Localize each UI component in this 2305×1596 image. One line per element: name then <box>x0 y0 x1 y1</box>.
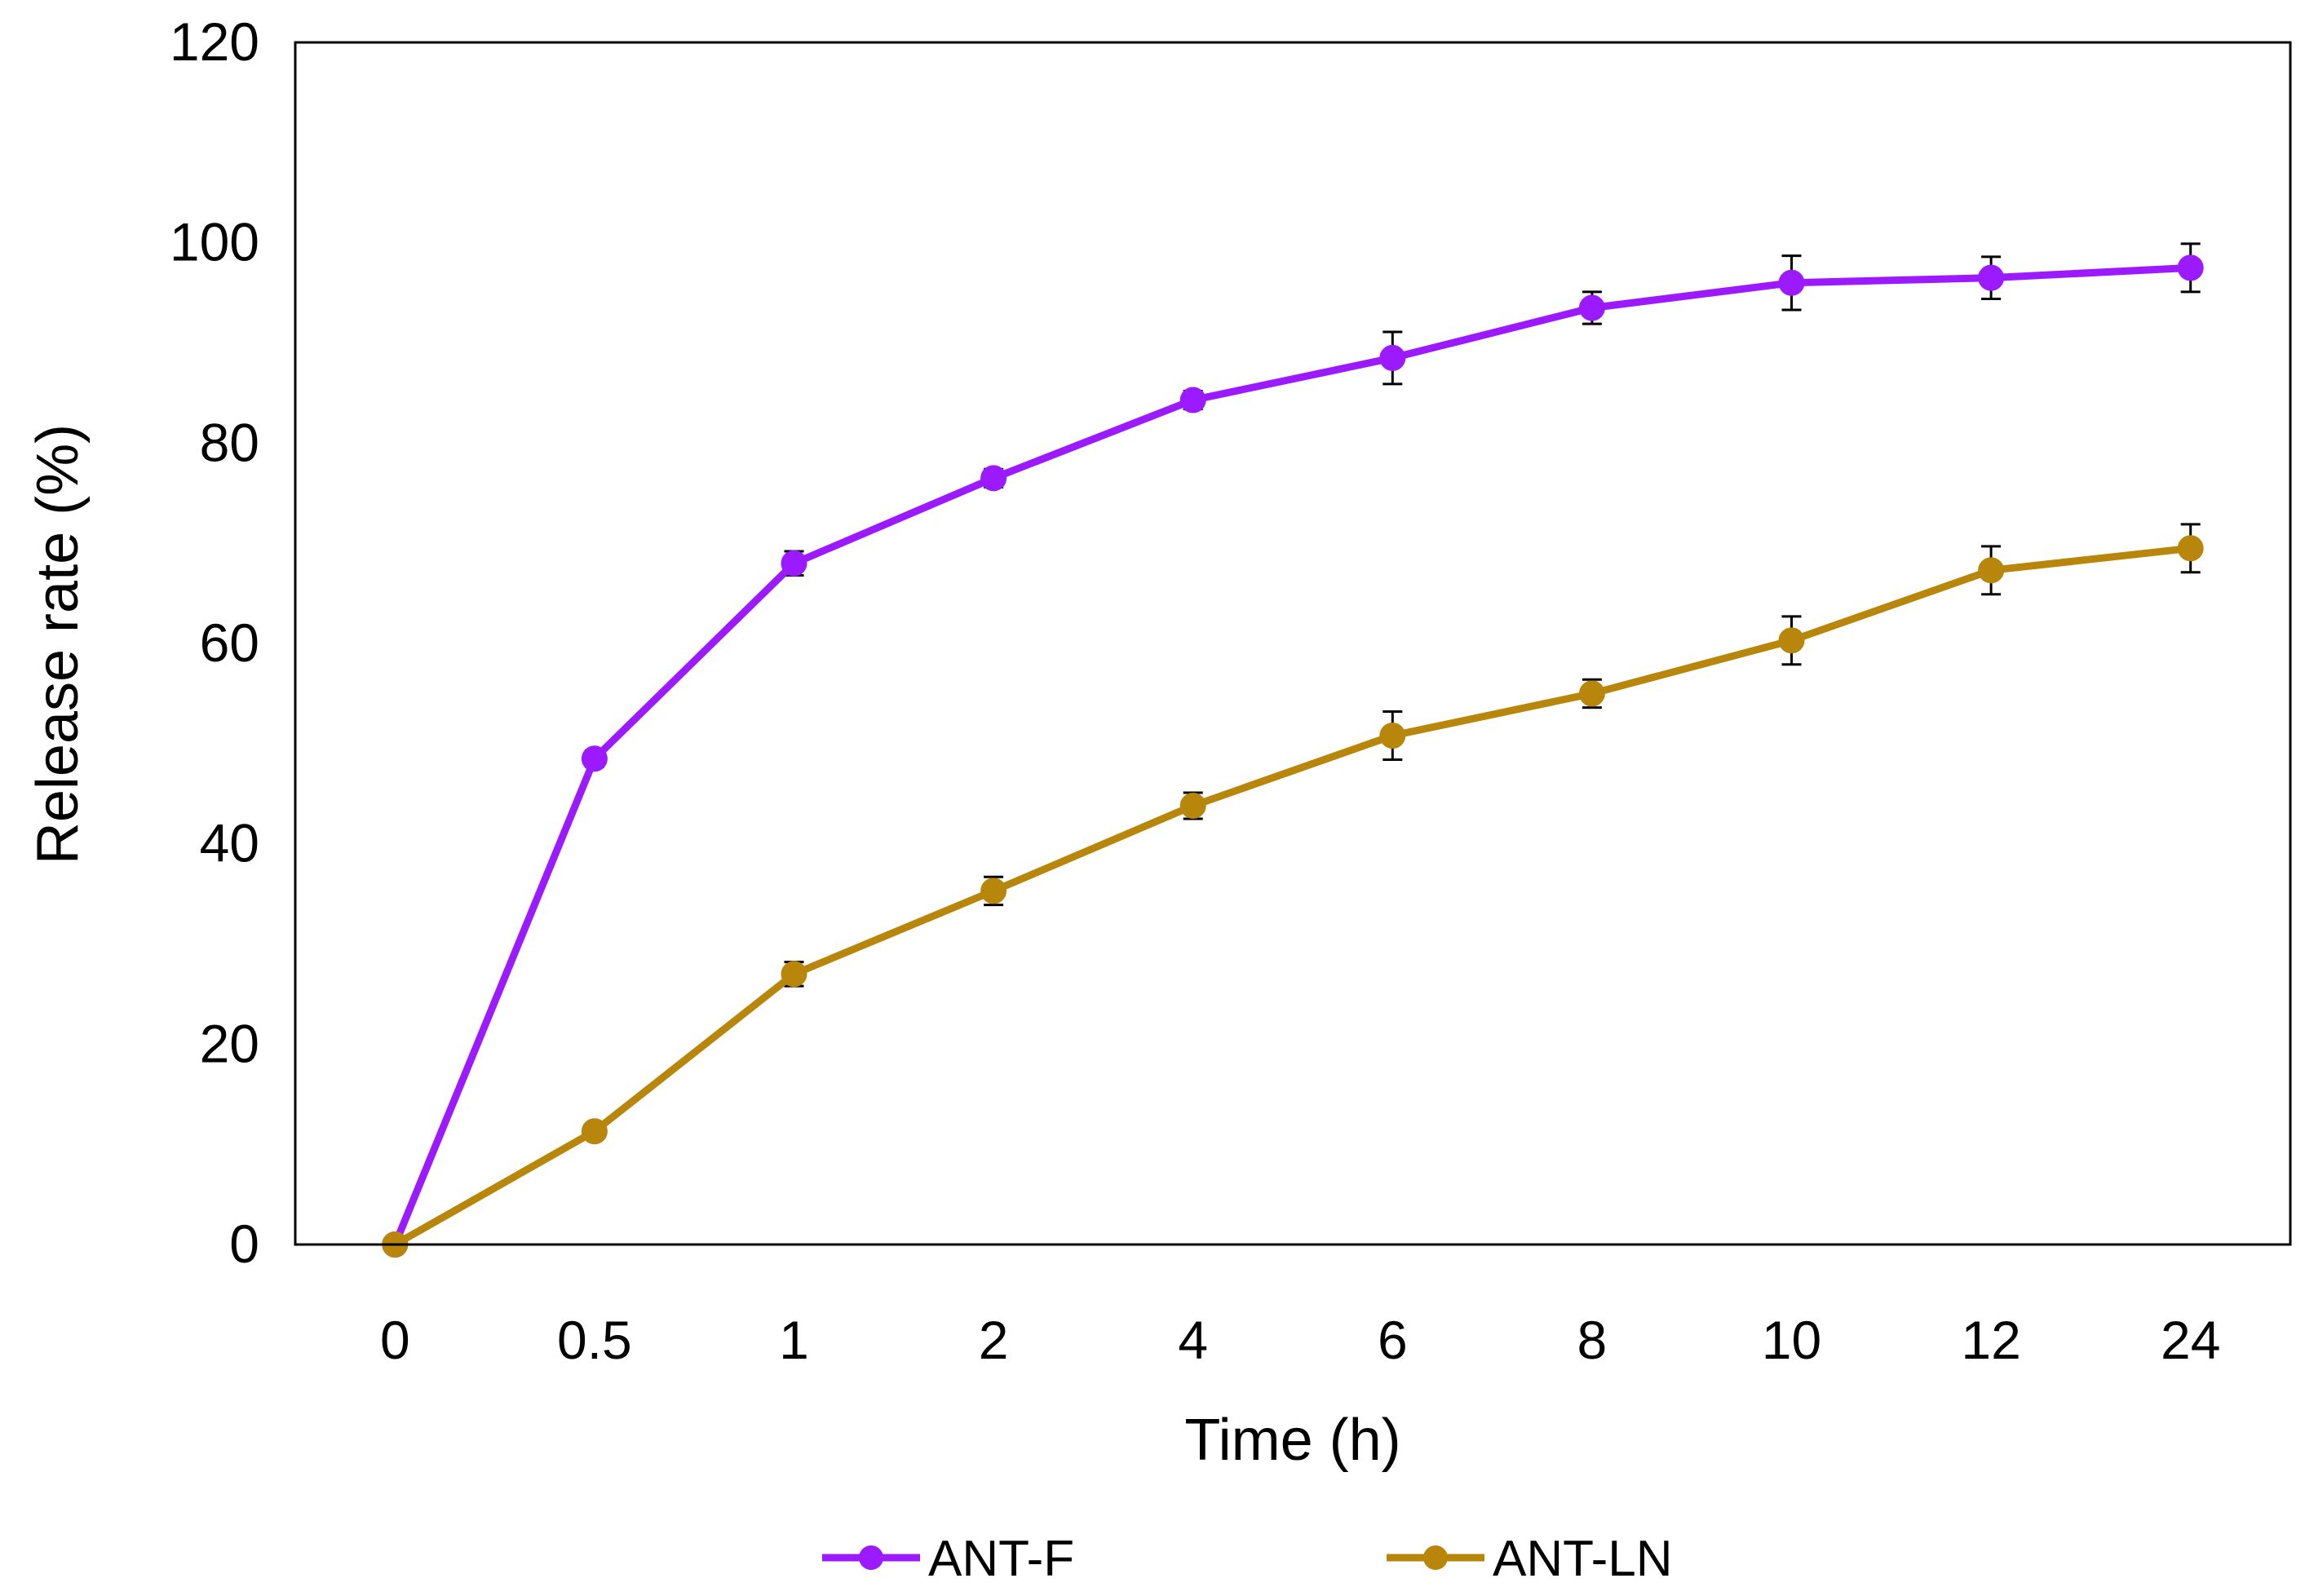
x-axis-title: Time (h) <box>1184 1408 1400 1473</box>
data-point <box>1379 344 1406 371</box>
legend-marker <box>1423 1545 1448 1570</box>
y-axis-title: Release rate (%) <box>25 424 91 864</box>
data-point <box>1978 557 2005 584</box>
x-tick-label: 12 <box>1961 1310 2020 1370</box>
y-tick-label: 20 <box>200 1013 259 1073</box>
data-point <box>980 465 1007 492</box>
y-tick-label: 60 <box>200 612 259 673</box>
y-tick-label: 0 <box>229 1214 259 1274</box>
data-point <box>1978 264 2005 291</box>
x-tick-label: 1 <box>779 1310 809 1370</box>
series-line <box>391 544 2195 1249</box>
x-tick-label: 10 <box>1762 1310 1821 1370</box>
legend-item: ANT-F <box>822 1531 1074 1587</box>
x-tick-label: 24 <box>2161 1310 2220 1370</box>
x-tick-label: 6 <box>1378 1310 1408 1370</box>
data-point <box>781 550 807 577</box>
legend: ANT-F ANT-LN <box>822 1531 1672 1587</box>
x-tick-label: 8 <box>1577 1310 1608 1370</box>
data-point <box>1379 723 1406 749</box>
data-point <box>1778 627 1805 654</box>
x-tick-label: 0.5 <box>557 1310 632 1370</box>
plot-area-frame <box>294 41 2292 1246</box>
data-point <box>581 745 608 772</box>
y-axis-tick-labels: 0 20 40 60 80 100 120 <box>170 11 259 1274</box>
data-point <box>1578 294 1605 321</box>
legend-marker <box>859 1545 883 1570</box>
y-tick-label: 40 <box>200 813 259 873</box>
series-layer <box>382 242 2204 1258</box>
data-point <box>2177 535 2204 562</box>
series-line <box>391 263 2195 1249</box>
data-point <box>581 1118 608 1145</box>
y-tick-label: 100 <box>170 212 259 272</box>
data-point <box>1179 792 1206 819</box>
series-ant-ln <box>382 523 2204 1258</box>
data-point <box>980 878 1007 904</box>
data-point <box>781 961 807 988</box>
data-point <box>1179 387 1206 413</box>
y-tick-label: 120 <box>170 11 259 72</box>
x-tick-label: 2 <box>979 1310 1009 1370</box>
series-ant-f <box>382 242 2204 1258</box>
legend-label: ANT-LN <box>1493 1531 1672 1587</box>
legend-label: ANT-F <box>928 1531 1074 1587</box>
x-tick-label: 0 <box>380 1310 410 1370</box>
y-tick-label: 80 <box>200 412 259 472</box>
data-point <box>2177 254 2204 281</box>
x-axis-tick-labels: 0 0.5 1 2 4 6 8 10 12 24 <box>380 1310 2220 1370</box>
data-point <box>1778 269 1805 296</box>
data-point <box>1578 680 1605 707</box>
x-tick-label: 4 <box>1178 1310 1208 1370</box>
legend-item: ANT-LN <box>1387 1531 1672 1587</box>
